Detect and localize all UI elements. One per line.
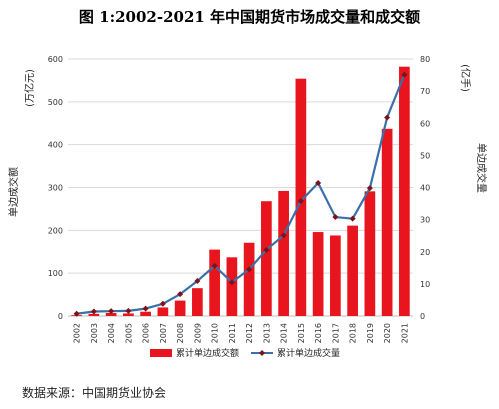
- bar: [278, 190, 289, 316]
- bar: [192, 288, 203, 316]
- x-tick-label: 2019: [366, 323, 375, 343]
- bar: [399, 66, 410, 317]
- left-tick-label: 500: [48, 98, 63, 107]
- legend-line-marker: [259, 350, 265, 356]
- left-axis-title: 单边成交额: [7, 167, 20, 217]
- bar: [312, 232, 324, 316]
- bar: [157, 307, 169, 316]
- right-tick-label: 0: [420, 312, 425, 321]
- right-tick-label: 30: [420, 216, 430, 225]
- x-tick-label: 2008: [176, 323, 185, 343]
- bar: [140, 311, 151, 316]
- x-tick-label: 2010: [211, 323, 220, 343]
- bar: [364, 191, 376, 316]
- series-line: [76, 74, 406, 315]
- legend-bar-swatch: [150, 349, 172, 357]
- bar: [105, 313, 117, 316]
- line-point: [142, 305, 149, 312]
- x-tick-label: 2004: [107, 323, 116, 343]
- left-tick-label: 0: [58, 312, 63, 321]
- bar: [347, 225, 358, 316]
- right-tick-label: 60: [420, 119, 430, 128]
- left-tick-label: 300: [48, 184, 63, 193]
- right-tick-label: 20: [420, 248, 430, 257]
- right-axis-title: 单边成交量: [475, 143, 488, 193]
- bar: [330, 235, 341, 316]
- left-tick-label: 100: [48, 269, 63, 278]
- left-axis-unit: (万亿元): [23, 69, 36, 107]
- line-point: [349, 215, 356, 222]
- line-point: [315, 180, 322, 187]
- x-tick-label: 2016: [314, 323, 323, 343]
- x-tick-label: 2007: [159, 323, 168, 343]
- legend-bar-label: 累计单边成交额: [176, 347, 239, 359]
- right-tick-label: 50: [420, 151, 430, 160]
- left-tick-label: 600: [48, 55, 63, 64]
- x-tick-label: 2013: [262, 323, 271, 343]
- x-tick-label: 2014: [280, 323, 289, 343]
- x-tick-label: 2009: [193, 323, 202, 343]
- bar: [88, 313, 100, 316]
- x-tick-label: 2003: [90, 323, 99, 343]
- line-point: [228, 279, 235, 286]
- x-tick-label: 2020: [383, 323, 392, 343]
- right-axis-unit: (亿手): [459, 64, 472, 92]
- line-point: [384, 114, 391, 121]
- source-note: 数据来源：中国期货业协会: [22, 386, 167, 400]
- right-tick-label: 80: [420, 55, 430, 64]
- x-tick-label: 2015: [297, 323, 306, 343]
- right-tick-label: 40: [420, 184, 430, 193]
- x-tick-label: 2012: [245, 323, 254, 343]
- line-point: [332, 214, 339, 221]
- right-tick-label: 70: [420, 87, 430, 96]
- line-point: [280, 232, 287, 239]
- line-point: [159, 300, 166, 307]
- line-point: [194, 277, 201, 284]
- line-point: [297, 197, 304, 204]
- legend-line-label: 累计单边成交量: [277, 347, 340, 359]
- right-tick-label: 10: [420, 280, 430, 289]
- line-point: [211, 262, 218, 269]
- left-tick-label: 200: [48, 226, 63, 235]
- x-tick-label: 2005: [124, 323, 133, 343]
- bar: [123, 313, 134, 316]
- line-point: [246, 266, 253, 273]
- line-point: [125, 307, 132, 314]
- bar: [243, 242, 255, 316]
- line-point: [401, 71, 408, 78]
- line-point: [177, 291, 184, 298]
- x-tick-label: 2018: [349, 323, 358, 343]
- bar: [261, 201, 272, 316]
- x-tick-label: 2017: [331, 323, 340, 343]
- bar: [381, 128, 393, 316]
- bar: [174, 300, 186, 316]
- bar: [226, 257, 238, 316]
- bar: [295, 78, 307, 316]
- line-point: [90, 308, 97, 315]
- x-tick-label: 2002: [73, 323, 82, 343]
- left-tick-label: 400: [48, 141, 63, 150]
- x-tick-label: 2021: [400, 323, 409, 343]
- line-point: [73, 310, 80, 317]
- chart-title: 图 1:2002-2021 年中国期货市场成交量和成交额: [78, 8, 421, 26]
- line-point: [366, 185, 373, 192]
- bar: [209, 249, 220, 316]
- x-tick-label: 2011: [228, 323, 237, 343]
- line-point: [263, 246, 270, 253]
- line-point: [108, 308, 115, 315]
- x-tick-label: 2006: [142, 323, 151, 343]
